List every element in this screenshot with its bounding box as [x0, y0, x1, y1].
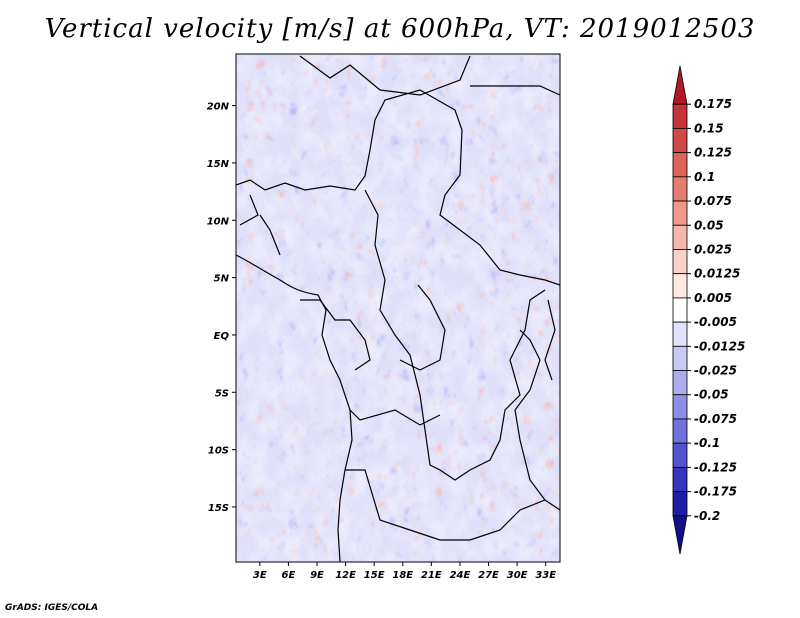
- lon-tick-label: 24E: [450, 570, 471, 581]
- lat-tick-label: 20N: [207, 102, 230, 113]
- colorbar-label: 0.125: [694, 146, 732, 160]
- colorbar-label: 0.05: [694, 218, 724, 232]
- colorbar-label: -0.1: [694, 436, 720, 450]
- colorbar: 0.175 0.15 0.125 0.1 0.075 0.05 0.025 0.0125 0.0…: [672, 65, 745, 555]
- colorbar-swatch: [672, 224, 688, 250]
- colorbar-label: 0.025: [694, 242, 732, 256]
- lon-tick-label: 15E: [364, 570, 385, 581]
- longitude-axis: 3E 6E 9E 12E 15E 18E 21E 24E 27E 30E 33E: [253, 562, 556, 581]
- vertical-velocity-field: [236, 54, 560, 562]
- coastlines-borders: [236, 55, 560, 562]
- lon-tick-label: 6E: [282, 570, 296, 581]
- colorbar-swatch: [672, 418, 688, 444]
- lat-tick-label: 10S: [208, 446, 229, 457]
- colorbar-swatch: [672, 176, 688, 202]
- colorbar-swatch: [672, 249, 688, 275]
- lon-tick-label: 12E: [335, 570, 356, 581]
- colorbar-swatch: [672, 152, 688, 178]
- lat-tick-label: 10N: [207, 216, 230, 227]
- colorbar-swatch: [672, 273, 688, 299]
- colorbar-label: -0.125: [694, 460, 737, 474]
- colorbar-swatch: [672, 370, 688, 396]
- colorbar-label: 0.005: [694, 291, 732, 305]
- colorbar-label: -0.2: [694, 509, 720, 523]
- colorbar-swatch: [672, 128, 688, 154]
- colorbar-swatch: [672, 103, 688, 129]
- colorbar-label: -0.075: [694, 412, 737, 426]
- lon-tick-label: 33E: [535, 570, 556, 581]
- lat-tick-label: 15N: [207, 159, 230, 170]
- colorbar-swatch: [672, 394, 688, 420]
- colorbar-swatch: [672, 65, 688, 105]
- colorbar-swatch: [672, 515, 688, 555]
- colorbar-label: -0.05: [694, 388, 729, 402]
- lon-tick-label: 3E: [253, 570, 267, 581]
- lat-tick-label: EQ: [214, 331, 230, 342]
- lon-tick-label: 21E: [421, 570, 442, 581]
- colorbar-label: -0.025: [694, 364, 737, 378]
- colorbar-label: -0.005: [694, 315, 737, 329]
- lat-tick-label: 15S: [208, 503, 229, 514]
- colorbar-swatch: [672, 321, 688, 347]
- map-frame: [235, 53, 561, 563]
- lon-tick-label: 9E: [310, 570, 324, 581]
- colorbar-swatch: [672, 442, 688, 468]
- lon-tick-label: 18E: [392, 570, 413, 581]
- lat-tick-label: 5N: [214, 274, 230, 285]
- colorbar-label: 0.075: [694, 194, 732, 208]
- map-title: Vertical velocity [m/s] at 600hPa, VT: 2…: [44, 14, 756, 44]
- colorbar-label: 0.1: [694, 170, 715, 184]
- colorbar-swatch: [672, 297, 688, 323]
- colorbar-label: -0.175: [694, 485, 737, 499]
- colorbar-label: 0.175: [694, 97, 732, 111]
- latitude-axis: 20N 15N 10N 5N EQ 5S 10S 15S: [207, 102, 236, 514]
- colorbar-swatch: [672, 491, 688, 517]
- colorbar-label: 0.15: [694, 121, 724, 135]
- colorbar-label: 0.0125: [694, 267, 740, 281]
- colorbar-swatch: [672, 200, 688, 226]
- grads-credit: GrADS: IGES/COLA: [5, 603, 99, 613]
- lon-tick-label: 27E: [478, 570, 499, 581]
- lon-tick-label: 30E: [507, 570, 528, 581]
- colorbar-swatch: [672, 345, 688, 371]
- colorbar-label: -0.0125: [694, 339, 745, 353]
- lat-tick-label: 5S: [215, 388, 229, 399]
- colorbar-swatch: [672, 466, 688, 492]
